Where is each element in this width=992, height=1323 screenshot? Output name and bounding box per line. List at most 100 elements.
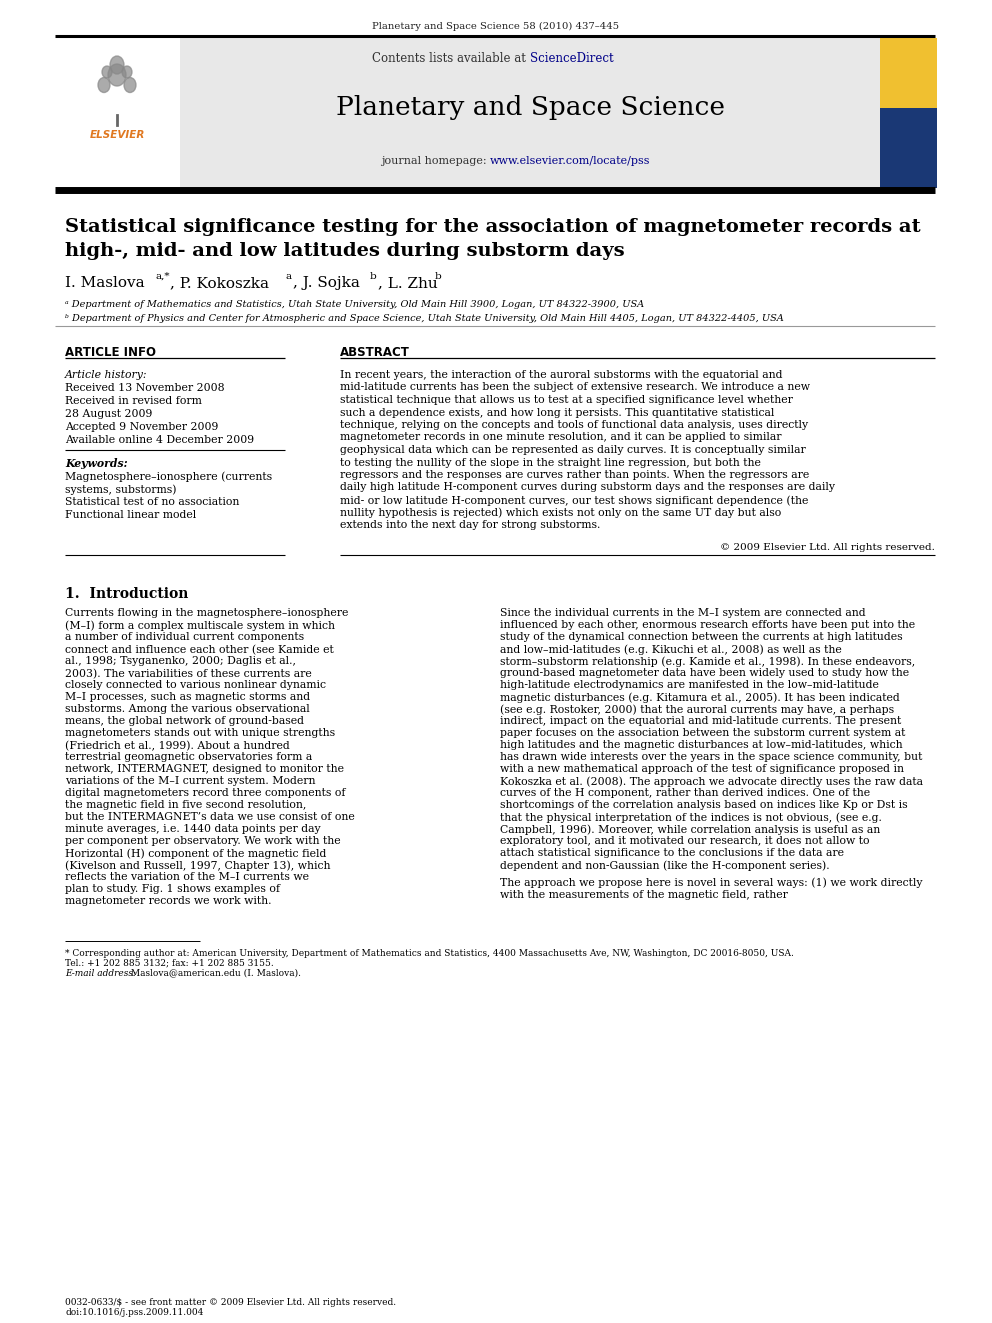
Text: ᵃ Department of Mathematics and Statistics, Utah State University, Old Main Hill: ᵃ Department of Mathematics and Statisti… xyxy=(65,300,644,310)
Text: Horizontal (H) component of the magnetic field: Horizontal (H) component of the magnetic… xyxy=(65,848,326,859)
Text: storm–substorm relationship (e.g. Kamide et al., 1998). In these endeavors,: storm–substorm relationship (e.g. Kamide… xyxy=(500,656,916,667)
Text: indirect, impact on the equatorial and mid-latitude currents. The present: indirect, impact on the equatorial and m… xyxy=(500,717,902,726)
Text: has drawn wide interests over the years in the space science community, but: has drawn wide interests over the years … xyxy=(500,753,923,762)
Text: magnetometer records we work with.: magnetometer records we work with. xyxy=(65,897,272,906)
Text: In recent years, the interaction of the auroral substorms with the equatorial an: In recent years, the interaction of the … xyxy=(340,370,783,380)
Text: high-latitude electrodynamics are manifested in the low–mid-latitude: high-latitude electrodynamics are manife… xyxy=(500,680,879,691)
Text: geophysical data which can be represented as daily curves. It is conceptually si: geophysical data which can be represente… xyxy=(340,445,806,455)
Text: magnetic disturbances (e.g. Kitamura et al., 2005). It has been indicated: magnetic disturbances (e.g. Kitamura et … xyxy=(500,692,900,703)
Text: 2003). The variabilities of these currents are: 2003). The variabilities of these curren… xyxy=(65,668,311,679)
Text: systems, substorms): systems, substorms) xyxy=(65,484,177,495)
Text: Received 13 November 2008: Received 13 November 2008 xyxy=(65,382,224,393)
Text: ARTICLE INFO: ARTICLE INFO xyxy=(65,347,156,359)
Text: attach statistical significance to the conclusions if the data are: attach statistical significance to the c… xyxy=(500,848,844,859)
Text: closely connected to various nonlinear dynamic: closely connected to various nonlinear d… xyxy=(65,680,326,691)
Text: daily high latitude H-component curves during substorm days and the responses ar: daily high latitude H-component curves d… xyxy=(340,483,835,492)
Text: Tel.: +1 202 885 3132; fax: +1 202 885 3155.: Tel.: +1 202 885 3132; fax: +1 202 885 3… xyxy=(65,958,274,967)
Text: paper focuses on the association between the substorm current system at: paper focuses on the association between… xyxy=(500,729,906,738)
Text: terrestrial geomagnetic observatories form a: terrestrial geomagnetic observatories fo… xyxy=(65,753,312,762)
Text: (see e.g. Rostoker, 2000) that the auroral currents may have, a perhaps: (see e.g. Rostoker, 2000) that the auror… xyxy=(500,705,894,714)
Text: that the physical interpretation of the indices is not obvious, (see e.g.: that the physical interpretation of the … xyxy=(500,812,882,823)
Text: Statistical significance testing for the association of magnetometer records at: Statistical significance testing for the… xyxy=(65,218,921,235)
Text: Article history:: Article history: xyxy=(65,370,148,380)
Text: 1.  Introduction: 1. Introduction xyxy=(65,586,188,601)
Text: Statistical test of no association: Statistical test of no association xyxy=(65,497,239,507)
Text: digital magnetometers record three components of: digital magnetometers record three compo… xyxy=(65,789,345,799)
Text: minute averages, i.e. 1440 data points per day: minute averages, i.e. 1440 data points p… xyxy=(65,824,320,835)
Text: (Kivelson and Russell, 1997, Chapter 13), which: (Kivelson and Russell, 1997, Chapter 13)… xyxy=(65,860,330,871)
Text: , L. Zhu: , L. Zhu xyxy=(378,277,437,290)
Ellipse shape xyxy=(124,78,136,93)
Text: statistical technique that allows us to test at a specified significance level w: statistical technique that allows us to … xyxy=(340,396,793,405)
Text: I. Maslova: I. Maslova xyxy=(65,277,145,290)
Text: ScienceDirect: ScienceDirect xyxy=(530,52,614,65)
Text: SPACE SCIENCE: SPACE SCIENCE xyxy=(882,64,936,69)
FancyBboxPatch shape xyxy=(180,38,880,188)
Text: PLANETARY and: PLANETARY and xyxy=(881,56,936,60)
Text: ground-based magnetometer data have been widely used to study how the: ground-based magnetometer data have been… xyxy=(500,668,909,679)
Text: a: a xyxy=(285,273,291,280)
Text: magnetometer records in one minute resolution, and it can be applied to similar: magnetometer records in one minute resol… xyxy=(340,433,782,442)
Text: Currents flowing in the magnetosphere–ionosphere: Currents flowing in the magnetosphere–io… xyxy=(65,609,348,618)
Text: b: b xyxy=(370,273,377,280)
Text: al., 1998; Tsyganenko, 2000; Daglis et al.,: al., 1998; Tsyganenko, 2000; Daglis et a… xyxy=(65,656,296,667)
Text: Functional linear model: Functional linear model xyxy=(65,509,196,520)
Text: a,*: a,* xyxy=(155,273,170,280)
Text: E-mail address:: E-mail address: xyxy=(65,968,136,978)
Text: connect and influence each other (see Kamide et: connect and influence each other (see Ka… xyxy=(65,644,333,655)
Text: but the INTERMAGNET’s data we use consist of one: but the INTERMAGNET’s data we use consis… xyxy=(65,812,355,823)
Text: www.elsevier.com/locate/pss: www.elsevier.com/locate/pss xyxy=(490,156,651,165)
Text: high latitudes and the magnetic disturbances at low–mid-latitudes, which: high latitudes and the magnetic disturba… xyxy=(500,741,903,750)
Ellipse shape xyxy=(98,78,110,93)
Text: Since the individual currents in the M–I system are connected and: Since the individual currents in the M–I… xyxy=(500,609,866,618)
Ellipse shape xyxy=(108,64,126,86)
Ellipse shape xyxy=(122,66,132,78)
Text: The approach we propose here is novel in several ways: (1) we work directly: The approach we propose here is novel in… xyxy=(500,877,923,888)
Text: nullity hypothesis is rejected) which exists not only on the same UT day but als: nullity hypothesis is rejected) which ex… xyxy=(340,508,782,519)
Text: (Friedrich et al., 1999). About a hundred: (Friedrich et al., 1999). About a hundre… xyxy=(65,741,290,751)
Text: exploratory tool, and it motivated our research, it does not allow to: exploratory tool, and it motivated our r… xyxy=(500,836,870,847)
Text: Kokoszka et al. (2008). The approach we advocate directly uses the raw data: Kokoszka et al. (2008). The approach we … xyxy=(500,777,923,787)
Text: technique, relying on the concepts and tools of functional data analysis, uses d: technique, relying on the concepts and t… xyxy=(340,419,808,430)
Text: dependent and non-Gaussian (like the H-component series).: dependent and non-Gaussian (like the H-c… xyxy=(500,860,829,871)
Text: regressors and the responses are curves rather than points. When the regressors : regressors and the responses are curves … xyxy=(340,470,809,480)
FancyBboxPatch shape xyxy=(55,38,180,188)
Text: per component per observatory. We work with the: per component per observatory. We work w… xyxy=(65,836,340,847)
Text: plan to study. Fig. 1 shows examples of: plan to study. Fig. 1 shows examples of xyxy=(65,885,280,894)
Text: Campbell, 1996). Moreover, while correlation analysis is useful as an: Campbell, 1996). Moreover, while correla… xyxy=(500,824,880,835)
Text: influenced by each other, enormous research efforts have been put into the: influenced by each other, enormous resea… xyxy=(500,620,916,631)
Ellipse shape xyxy=(102,66,112,78)
Text: means, the global network of ground-based: means, the global network of ground-base… xyxy=(65,717,304,726)
Text: Received in revised form: Received in revised form xyxy=(65,396,202,406)
Text: variations of the M–I current system. Modern: variations of the M–I current system. Mo… xyxy=(65,777,315,786)
Text: with a new mathematical approach of the test of significance proposed in: with a new mathematical approach of the … xyxy=(500,765,904,774)
Text: to testing the nullity of the slope in the straight line regression, but both th: to testing the nullity of the slope in t… xyxy=(340,458,761,467)
Text: reflects the variation of the M–I currents we: reflects the variation of the M–I curren… xyxy=(65,872,309,882)
Text: ᵇ Department of Physics and Center for Atmospheric and Space Science, Utah State: ᵇ Department of Physics and Center for A… xyxy=(65,314,784,323)
Text: with the measurements of the magnetic field, rather: with the measurements of the magnetic fi… xyxy=(500,889,788,900)
Text: and low–mid-latitudes (e.g. Kikuchi et al., 2008) as well as the: and low–mid-latitudes (e.g. Kikuchi et a… xyxy=(500,644,842,655)
Text: ABSTRACT: ABSTRACT xyxy=(340,347,410,359)
Text: Magnetosphere–ionosphere (currents: Magnetosphere–ionosphere (currents xyxy=(65,471,272,482)
Text: (M–I) form a complex multiscale system in which: (M–I) form a complex multiscale system i… xyxy=(65,620,335,631)
Text: shortcomings of the correlation analysis based on indices like Kp or Dst is: shortcomings of the correlation analysis… xyxy=(500,800,908,811)
Text: ELSEVIER: ELSEVIER xyxy=(89,130,145,140)
Text: Contents lists available at: Contents lists available at xyxy=(372,52,530,65)
Text: Planetary and Space Science: Planetary and Space Science xyxy=(335,95,724,120)
Text: , P. Kokoszka: , P. Kokoszka xyxy=(170,277,269,290)
Text: doi:10.1016/j.pss.2009.11.004: doi:10.1016/j.pss.2009.11.004 xyxy=(65,1308,203,1316)
Text: such a dependence exists, and how long it persists. This quantitative statistica: such a dependence exists, and how long i… xyxy=(340,407,775,418)
Text: a number of individual current components: a number of individual current component… xyxy=(65,632,305,643)
Text: Planetary and Space Science 58 (2010) 437–445: Planetary and Space Science 58 (2010) 43… xyxy=(372,22,620,32)
Text: substorms. Among the various observational: substorms. Among the various observation… xyxy=(65,705,310,714)
Text: high-, mid- and low latitudes during substorm days: high-, mid- and low latitudes during sub… xyxy=(65,242,625,261)
Ellipse shape xyxy=(110,56,124,74)
Text: Keywords:: Keywords: xyxy=(65,458,128,468)
Text: Available online 4 December 2009: Available online 4 December 2009 xyxy=(65,435,254,445)
Text: Maslova@american.edu (I. Maslova).: Maslova@american.edu (I. Maslova). xyxy=(128,968,301,978)
Text: magnetometers stands out with unique strengths: magnetometers stands out with unique str… xyxy=(65,729,335,738)
Text: the magnetic field in five second resolution,: the magnetic field in five second resolu… xyxy=(65,800,307,811)
Text: 0032-0633/$ - see front matter © 2009 Elsevier Ltd. All rights reserved.: 0032-0633/$ - see front matter © 2009 El… xyxy=(65,1298,396,1307)
Text: , J. Sojka: , J. Sojka xyxy=(293,277,360,290)
Text: journal homepage:: journal homepage: xyxy=(381,156,490,165)
